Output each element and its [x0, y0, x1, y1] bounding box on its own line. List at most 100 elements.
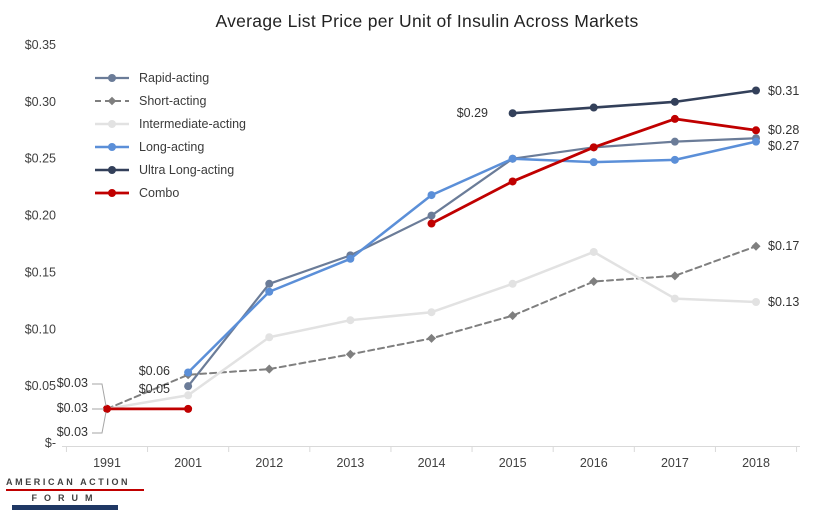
- y-tick-label: $0.10: [25, 322, 56, 336]
- legend-item-ultra-long-acting: Ultra Long-acting: [94, 158, 246, 181]
- y-tick-label: $0.35: [25, 38, 56, 52]
- series-marker: [752, 137, 760, 146]
- x-tick-label: 1991: [93, 456, 121, 470]
- series-marker: [427, 191, 436, 200]
- series-marker: [426, 333, 437, 343]
- x-tick-label: 2012: [255, 456, 283, 470]
- y-tick-label: $0.05: [25, 379, 56, 393]
- series-line-intermediate-acting: [105, 250, 758, 411]
- data-label: $0.03: [57, 425, 88, 439]
- series-marker: [346, 316, 355, 325]
- series-marker: [184, 404, 193, 413]
- data-label: $0.06: [139, 364, 170, 378]
- data-label: $0.29: [457, 106, 488, 120]
- series-marker: [670, 294, 679, 303]
- series-marker: [427, 308, 436, 317]
- data-label: $0.28: [768, 123, 799, 137]
- series-line-combo: [430, 117, 758, 225]
- legend-label: Rapid-acting: [139, 70, 210, 85]
- legend-item-long-acting: Long-acting: [94, 135, 246, 158]
- y-tick-label: $0.15: [25, 265, 56, 279]
- series-marker: [589, 247, 598, 256]
- series-marker: [589, 158, 598, 167]
- series-marker: [752, 86, 760, 95]
- x-tick-label: 2013: [336, 456, 364, 470]
- aaf-logo-blue-bar: [12, 505, 118, 510]
- series-marker: [427, 219, 436, 228]
- series-marker: [427, 211, 436, 220]
- y-tick-label: $0.20: [25, 209, 56, 223]
- legend-label: Short-acting: [139, 93, 207, 108]
- series-marker: [670, 155, 679, 164]
- series-marker: [508, 311, 518, 321]
- series-marker: [589, 103, 598, 112]
- chart-legend: Rapid-acting Short-acting Intermediate-act…: [94, 66, 246, 204]
- series-marker: [346, 254, 355, 263]
- x-tick-label: 2015: [499, 456, 527, 470]
- aaf-logo: AMERICAN ACTION FORUM: [6, 477, 144, 510]
- legend-label: Intermediate-acting: [139, 116, 247, 131]
- y-tick-label: $-: [45, 436, 56, 450]
- legend-item-intermediate-acting: Intermediate-acting: [94, 112, 246, 135]
- chart-title: Average List Price per Unit of Insulin A…: [215, 11, 639, 31]
- legend-swatch-line: [95, 188, 129, 197]
- series-marker: [670, 114, 679, 123]
- series-marker: [589, 143, 598, 152]
- legend-item-rapid-acting: Rapid-acting: [94, 66, 246, 89]
- x-tick-label: 2018: [742, 456, 770, 470]
- series-marker: [752, 297, 760, 306]
- series-marker: [508, 154, 517, 163]
- series-marker: [670, 97, 679, 106]
- data-label: $0.03: [57, 376, 88, 390]
- series-marker: [508, 279, 517, 288]
- series-marker: [508, 109, 517, 118]
- data-label: $0.17: [768, 239, 799, 253]
- series-marker: [265, 279, 274, 288]
- leader-line: [92, 411, 107, 434]
- series-marker: [184, 391, 193, 400]
- legend-swatch-line: [95, 96, 129, 105]
- legend-swatch-line: [95, 73, 129, 82]
- x-tick-label: 2016: [580, 456, 608, 470]
- leader-line: [92, 383, 107, 407]
- series-marker: [184, 382, 193, 391]
- series-marker: [265, 287, 274, 296]
- series-marker: [264, 364, 274, 374]
- series-line-rapid-acting: [187, 137, 758, 388]
- y-tick-label: $0.30: [25, 95, 56, 109]
- series-marker: [589, 277, 599, 287]
- y-tick-label: $0.25: [25, 152, 56, 166]
- legend-label: Ultra Long-acting: [139, 162, 235, 177]
- series-marker: [265, 333, 274, 342]
- series-marker: [345, 349, 355, 359]
- legend-swatch-line: [95, 142, 129, 151]
- x-tick-label: 2014: [418, 456, 446, 470]
- series-marker: [508, 177, 517, 186]
- aaf-logo-line2: FORUM: [31, 493, 100, 503]
- series-marker: [670, 137, 679, 146]
- series-marker: [103, 404, 111, 413]
- series-marker: [184, 368, 193, 377]
- series-marker: [751, 241, 761, 251]
- data-label: $0.27: [768, 139, 799, 153]
- legend-swatch-line: [95, 165, 129, 174]
- legend-item-combo: Combo: [94, 181, 246, 204]
- series-line-ultra-long-acting: [511, 89, 758, 115]
- series-line-long-acting: [186, 140, 758, 374]
- data-label: $0.03: [57, 401, 88, 415]
- legend-label: Combo: [139, 185, 180, 200]
- data-label: $0.05: [139, 382, 170, 396]
- data-label: $0.13: [768, 295, 799, 309]
- legend-swatch-line: [95, 119, 129, 128]
- aaf-logo-line1: AMERICAN ACTION: [6, 477, 131, 487]
- aaf-logo-red-rule: [6, 489, 144, 491]
- series-marker: [752, 126, 760, 135]
- x-tick-label: 2001: [174, 456, 202, 470]
- legend-item-short-acting: Short-acting: [94, 89, 246, 112]
- x-tick-label: 2017: [661, 456, 689, 470]
- legend-label: Long-acting: [139, 139, 205, 154]
- series-marker: [670, 271, 680, 281]
- data-label: $0.31: [768, 84, 799, 98]
